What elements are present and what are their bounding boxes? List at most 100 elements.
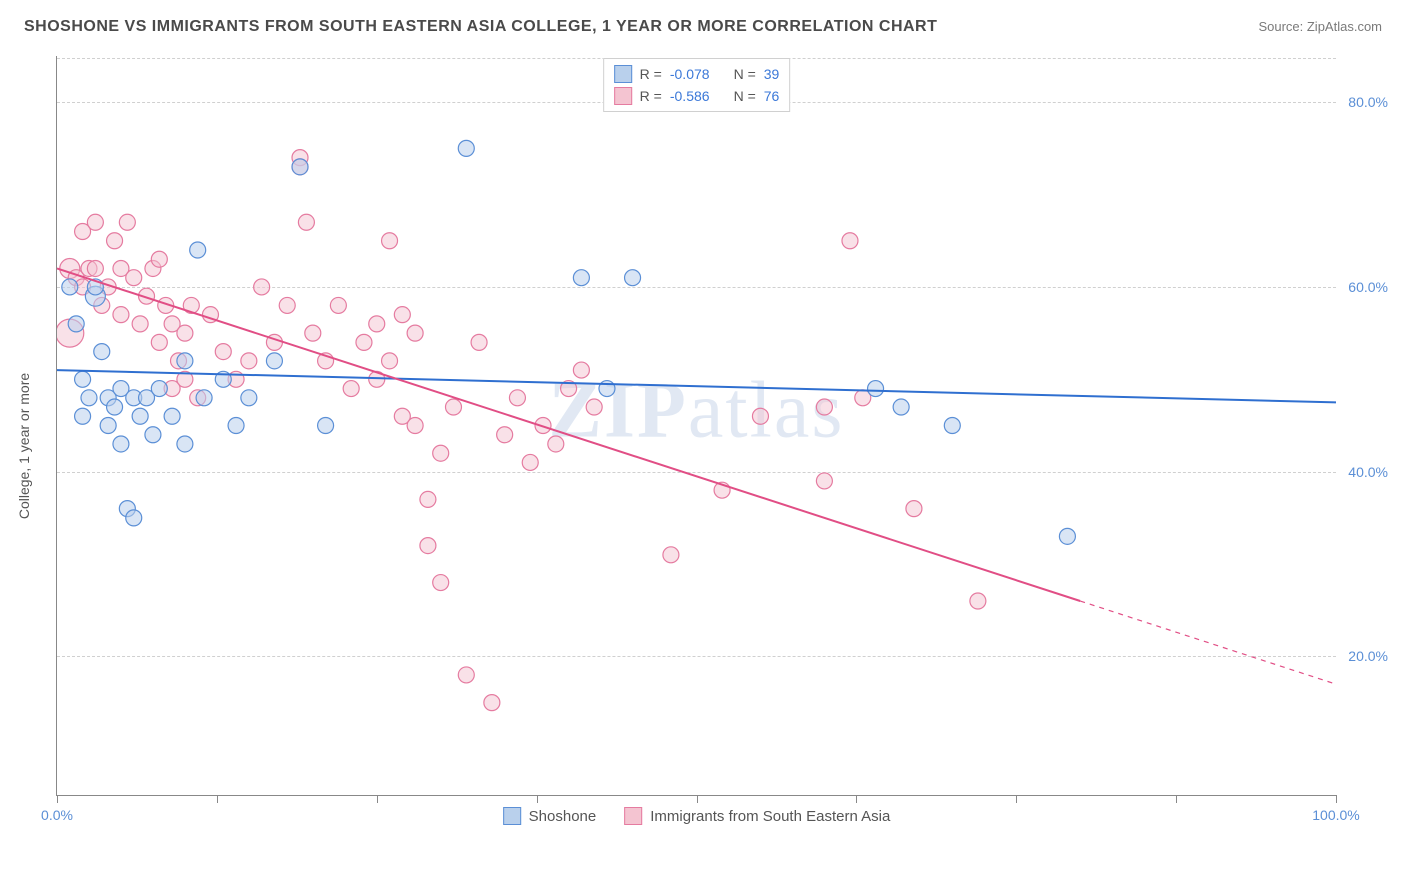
- data-point: [241, 353, 257, 369]
- data-point: [215, 344, 231, 360]
- data-point: [445, 399, 461, 415]
- data-point: [292, 159, 308, 175]
- data-point: [151, 334, 167, 350]
- data-point: [62, 279, 78, 295]
- data-point: [663, 547, 679, 563]
- x-tick: [57, 795, 58, 803]
- data-point: [433, 575, 449, 591]
- data-point: [94, 344, 110, 360]
- data-point: [113, 436, 129, 452]
- data-point: [433, 445, 449, 461]
- data-point: [330, 297, 346, 313]
- x-tick: [377, 795, 378, 803]
- legend-item-2: Immigrants from South Eastern Asia: [624, 807, 890, 825]
- data-point: [107, 399, 123, 415]
- data-point: [497, 427, 513, 443]
- data-point: [87, 260, 103, 276]
- scatter-svg: [57, 56, 1336, 795]
- data-point: [254, 279, 270, 295]
- data-point: [177, 436, 193, 452]
- data-point: [573, 362, 589, 378]
- data-point: [75, 371, 91, 387]
- legend-row-series-2: R = -0.586 N = 76: [614, 85, 780, 107]
- data-point: [87, 214, 103, 230]
- x-tick: [1176, 795, 1177, 803]
- data-point: [177, 353, 193, 369]
- data-point: [816, 399, 832, 415]
- data-point: [68, 316, 84, 332]
- data-point: [196, 390, 212, 406]
- y-axis-label: College, 1 year or more: [16, 373, 32, 519]
- data-point: [944, 418, 960, 434]
- x-tick: [697, 795, 698, 803]
- x-tick-label: 0.0%: [41, 807, 73, 823]
- data-point: [151, 381, 167, 397]
- data-point: [132, 316, 148, 332]
- data-point: [318, 418, 334, 434]
- source-label: Source: ZipAtlas.com: [1258, 19, 1382, 34]
- data-point: [625, 270, 641, 286]
- data-point: [471, 334, 487, 350]
- legend-label-2: Immigrants from South Eastern Asia: [650, 808, 890, 825]
- y-tick-label: 60.0%: [1348, 279, 1388, 295]
- data-point: [228, 418, 244, 434]
- data-point: [586, 399, 602, 415]
- y-tick-label: 40.0%: [1348, 464, 1388, 480]
- legend-series: Shoshone Immigrants from South Eastern A…: [503, 807, 891, 825]
- data-point: [190, 242, 206, 258]
- data-point: [522, 454, 538, 470]
- data-point: [107, 233, 123, 249]
- data-point: [75, 408, 91, 424]
- data-point: [970, 593, 986, 609]
- data-point: [164, 408, 180, 424]
- data-point: [382, 233, 398, 249]
- data-point: [407, 325, 423, 341]
- data-point: [509, 390, 525, 406]
- data-point: [343, 381, 359, 397]
- data-point: [420, 538, 436, 554]
- data-point: [177, 325, 193, 341]
- data-point: [484, 695, 500, 711]
- data-point: [382, 353, 398, 369]
- data-point: [458, 667, 474, 683]
- legend-row-series-1: R = -0.078 N = 39: [614, 63, 780, 85]
- data-point: [305, 325, 321, 341]
- data-point: [241, 390, 257, 406]
- data-point: [126, 510, 142, 526]
- data-point: [266, 353, 282, 369]
- chart-container: College, 1 year or more ZIPatlas R = -0.…: [48, 56, 1378, 836]
- trend-line: [57, 268, 1080, 601]
- data-point: [145, 427, 161, 443]
- data-point: [369, 316, 385, 332]
- x-tick: [1336, 795, 1337, 803]
- swatch-series-1-bottom: [503, 807, 521, 825]
- data-point: [420, 491, 436, 507]
- data-point: [1059, 528, 1075, 544]
- data-point: [113, 307, 129, 323]
- swatch-series-1: [614, 65, 632, 83]
- y-tick-label: 80.0%: [1348, 94, 1388, 110]
- chart-title: SHOSHONE VS IMMIGRANTS FROM SOUTH EASTER…: [24, 18, 937, 36]
- x-tick: [217, 795, 218, 803]
- x-tick: [537, 795, 538, 803]
- data-point: [816, 473, 832, 489]
- data-point: [100, 418, 116, 434]
- data-point: [868, 381, 884, 397]
- data-point: [279, 297, 295, 313]
- data-point: [458, 140, 474, 156]
- data-point: [81, 390, 97, 406]
- x-tick: [856, 795, 857, 803]
- data-point: [394, 307, 410, 323]
- x-tick: [1016, 795, 1017, 803]
- data-point: [842, 233, 858, 249]
- data-point: [151, 251, 167, 267]
- legend-item-1: Shoshone: [503, 807, 597, 825]
- swatch-series-2: [614, 87, 632, 105]
- swatch-series-2-bottom: [624, 807, 642, 825]
- data-point: [407, 418, 423, 434]
- data-point: [548, 436, 564, 452]
- data-point: [356, 334, 372, 350]
- plot-area: ZIPatlas R = -0.078 N = 39 R = -0.586 N …: [56, 56, 1336, 796]
- data-point: [126, 270, 142, 286]
- y-tick-label: 20.0%: [1348, 648, 1388, 664]
